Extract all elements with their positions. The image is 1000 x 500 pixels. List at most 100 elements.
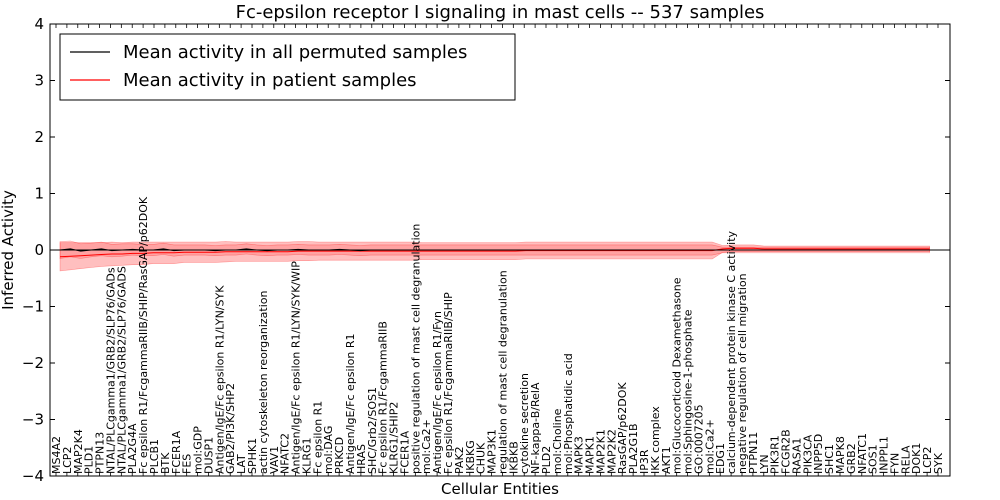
x-tick-label: regulation of mast cell degranulation	[496, 270, 509, 474]
plot-area	[50, 240, 950, 272]
y-axis: −4 −3 −2 −1 0 1 2 3 4	[22, 15, 950, 485]
x-tick-label: RasGAP/p62DOK	[616, 382, 629, 474]
x-tick-label: KLRG1/SHIP2	[388, 402, 401, 474]
x-tick-label: IKBKG	[464, 440, 477, 474]
x-tick-label: DOK1	[910, 443, 923, 474]
x-tick-label: MAPK3	[573, 436, 586, 474]
y-tick-label: −2	[22, 354, 44, 372]
x-tick-label: FYN	[888, 453, 901, 474]
x-tick-label: cytokine secretion	[518, 373, 531, 474]
series-line-patient	[59, 247, 930, 258]
x-tick-label: Antigen/IgE/Fc epsilon R1/LYN/SYK	[213, 285, 226, 474]
x-axis-tick-labels: MS4A2LCP2MAP2K4PLD1PTPN13NTAL/PLCgamma1/…	[50, 24, 945, 476]
x-tick-label: LYN	[758, 454, 771, 474]
x-tick-label: PTPN13	[94, 432, 107, 474]
x-tick-label: LCP2	[921, 447, 934, 474]
x-tick-label: KLRG1	[300, 437, 313, 474]
legend-label-patient: Mean activity in patient samples	[123, 70, 417, 91]
x-tick-label: negative regulation of cell migration	[736, 273, 749, 474]
x-tick-label: MAP3K1	[486, 429, 499, 474]
x-tick-label: GRB2	[845, 443, 858, 474]
x-tick-label: NF-kappa-B/RelA	[529, 382, 542, 474]
x-tick-label: RELA	[899, 445, 912, 474]
chart-title: Fc-epsilon receptor I signaling in mast …	[236, 2, 765, 23]
x-tick-label: DUSP1	[202, 437, 215, 474]
x-tick-label: INPPL1	[878, 436, 891, 474]
x-tick-label: GAB2/PI3K/SHP2	[224, 383, 237, 474]
x-tick-label: mol:Ca2+	[703, 419, 716, 474]
x-tick-label: FCGR2B	[780, 429, 793, 474]
y-tick-label: 2	[34, 128, 44, 146]
x-tick-label: SHC/Grb2/SOS1	[366, 387, 379, 474]
series-line-permuted	[59, 248, 930, 252]
x-tick-label: IP3R	[638, 449, 651, 474]
y-tick-label: 0	[34, 241, 44, 259]
x-tick-label: NTAL/PLCgamma1/GRB2/SLP76/GADS	[115, 266, 128, 474]
x-tick-label: Antigen/IgE/Fc epsilon R1/LYN/SYK/WIP	[290, 261, 303, 474]
x-tick-label: mol:Ca2+	[420, 419, 433, 474]
x-tick-label: SPHK1	[246, 438, 259, 474]
x-tick-label: PLA2G1B	[627, 423, 640, 474]
x-tick-label: PLA2G4A	[126, 423, 139, 474]
legend-box	[59, 33, 516, 101]
x-tick-label: LAT	[235, 454, 248, 474]
x-tick-label: INPP5D	[812, 434, 825, 474]
x-tick-label: PLD1	[83, 446, 96, 474]
x-tick-label: NFATC2	[279, 433, 292, 474]
x-tick-label: Fc epsilon R1	[311, 401, 324, 474]
x-tick-label: FCER1A	[170, 430, 183, 474]
x-tick-label: EDG1	[714, 443, 727, 474]
x-tick-label: PTPN11	[747, 432, 760, 474]
x-tick-label: mol:Sphingosine-1-phosphate	[682, 309, 695, 474]
legend: Mean activity in all permuted samples Me…	[59, 33, 516, 101]
x-tick-label: RASA1	[790, 438, 803, 474]
x-tick-label: MS4A2	[50, 436, 63, 474]
x-tick-label: mol:Choline	[551, 408, 564, 474]
y-tick-label: −3	[22, 411, 44, 429]
x-tick-label: mol:Phosphatidic acid	[562, 353, 575, 474]
x-tick-label: NTAL/PLCgamma1/GRB2/SLP76/GADs	[104, 267, 117, 474]
x-tick-label: MAPK8	[834, 436, 847, 474]
y-tick-label: 1	[34, 185, 44, 203]
x-tick-label: Antigen/IgE/Fc epsilon R1/Fyn	[431, 311, 444, 474]
x-tick-label: VAV1	[268, 446, 281, 474]
x-tick-label: NFATC1	[856, 433, 869, 474]
plot-frame	[49, 23, 951, 477]
x-tick-label: Fc epsilon R1/FcgammaRIIB	[377, 321, 390, 474]
x-tick-label: IKK complex	[649, 406, 662, 474]
x-tick-label: CHUK	[475, 442, 488, 474]
x-tick-label: mol:GDP	[192, 426, 205, 474]
legend-label-permuted: Mean activity in all permuted samples	[123, 42, 467, 63]
x-tick-label: LCP2	[61, 447, 74, 474]
y-tick-label: −4	[22, 467, 44, 485]
x-tick-label: mol:DAG	[322, 426, 335, 474]
x-tick-label: Antigen/IgE/Fc epsilon R1	[344, 334, 357, 474]
x-tick-label: PIK3R1	[769, 435, 782, 474]
x-tick-label: SYK	[932, 452, 945, 474]
y-tick-label: 4	[34, 15, 44, 33]
x-tick-label: MAP2K2	[605, 429, 618, 474]
x-tick-label: PRKCD	[333, 437, 346, 474]
x-tick-label: SOS1	[867, 444, 880, 474]
x-tick-label: PLD2	[540, 446, 553, 474]
y-axis-label: Inferred Activity	[0, 190, 17, 310]
x-tick-label: positive regulation of mast cell degranu…	[409, 224, 422, 474]
x-tick-label: FCER1A	[398, 430, 411, 474]
x-tick-label: PLCB1	[148, 439, 161, 474]
y-tick-label: −1	[22, 298, 44, 316]
band-patient	[59, 241, 930, 272]
x-tick-label: MAPK1	[584, 436, 597, 474]
x-tick-label: SHC1	[823, 444, 836, 474]
x-tick-label: Fc epsilon R1/FcgammaRIIB/SHIP/RasGAP/p6…	[137, 196, 150, 474]
x-tick-label: Fc epsilon R1/FcgammaRIIB/SHIP	[442, 292, 455, 474]
x-tick-label: PIK3CA	[801, 434, 814, 474]
x-tick-label: HRAS	[355, 444, 368, 474]
x-tick-label: actin cytoskeleton reorganization	[257, 290, 270, 474]
x-tick-label: MAP2K4	[72, 429, 85, 474]
x-tick-label: GO:0007205	[692, 404, 705, 474]
x-tick-label: PAK2	[453, 446, 466, 474]
y-tick-label: 3	[34, 72, 44, 90]
x-tick-label: MAP2K1	[594, 429, 607, 474]
x-tick-label: calcium-dependent protein kinase C activ…	[725, 230, 738, 474]
